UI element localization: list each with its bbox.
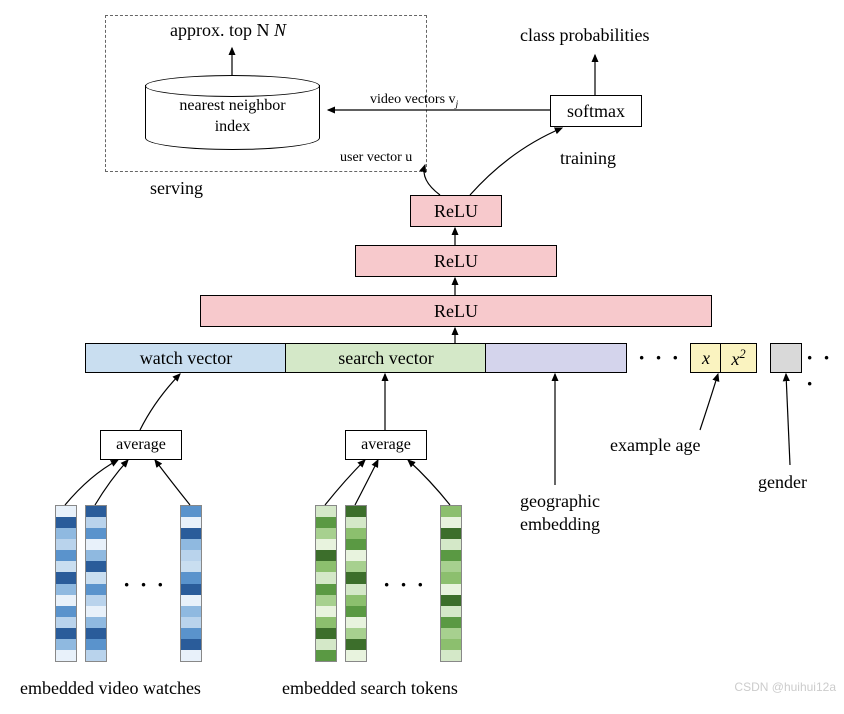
watermark: CSDN @huihui12a: [734, 680, 836, 694]
video-embed-col-2: [85, 505, 107, 662]
search-embed-col-2: [345, 505, 367, 662]
gender-box: [770, 343, 802, 373]
training-label: training: [560, 148, 616, 169]
class-probabilities-label: class probabilities: [520, 25, 649, 46]
watch-vector-box: watch vector: [85, 343, 287, 373]
video-embed-col-3: [180, 505, 202, 662]
concat-dots-1: · · ·: [638, 345, 681, 371]
search-vector-box: search vector: [285, 343, 487, 373]
video-embed-dots: · · ·: [123, 572, 166, 598]
embedded-search-tokens-label: embedded search tokens: [282, 678, 458, 699]
softmax-box: softmax: [550, 95, 642, 127]
relu-layer-1: ReLU: [410, 195, 502, 227]
search-embed-col-3: [440, 505, 462, 662]
geo-embedding-box: [485, 343, 627, 373]
example-age-x-box: x: [690, 343, 722, 373]
average-search-box: average: [345, 430, 427, 460]
nn-index-cylinder: nearest neighbor index: [145, 75, 320, 150]
example-age-x2-box: x2: [720, 343, 757, 373]
serving-label: serving: [150, 178, 203, 199]
search-embed-dots: · · ·: [383, 572, 426, 598]
search-embed-col-1: [315, 505, 337, 662]
video-vectors-label: video vectors vj: [370, 92, 458, 110]
relu-layer-2: ReLU: [355, 245, 557, 277]
example-age-label: example age: [610, 435, 700, 456]
average-watch-box: average: [100, 430, 182, 460]
relu-layer-3: ReLU: [200, 295, 712, 327]
user-vector-label: user vector u: [340, 150, 412, 166]
video-embed-col-1: [55, 505, 77, 662]
concat-dots-2: · · ·: [806, 345, 844, 397]
embedded-video-watches-label: embedded video watches: [20, 678, 201, 699]
geo-embedding-label: geographicembedding: [520, 490, 600, 537]
approx-top-n-label: approx. top N N: [170, 20, 286, 41]
gender-label: gender: [758, 472, 807, 493]
